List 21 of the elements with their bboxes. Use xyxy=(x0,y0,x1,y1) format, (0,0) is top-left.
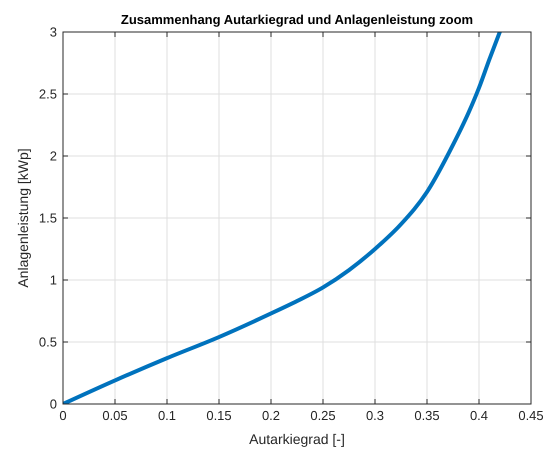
y-tick-label: 0.5 xyxy=(38,334,57,350)
chart-title: Zusammenhang Autarkiegrad und Anlagenleistung zoom xyxy=(120,12,474,27)
x-tick-label: 0.2 xyxy=(262,408,280,423)
x-tick-label: 0.25 xyxy=(310,408,336,423)
y-tick-label: 2.5 xyxy=(38,86,57,102)
x-tick-label: 0.3 xyxy=(366,408,384,423)
x-tick-label: 0.45 xyxy=(518,408,544,423)
y-axis-title: Anlagenleistung [kWp] xyxy=(15,148,31,288)
x-tick-label: 0.1 xyxy=(158,408,176,423)
x-axis-title: Autarkiegrad [-] xyxy=(249,431,345,447)
y-tick-label: 3 xyxy=(50,24,57,40)
x-tick-label: 0.05 xyxy=(102,408,128,423)
y-tick-label: 1 xyxy=(50,272,57,288)
x-tick-label: 0.4 xyxy=(470,408,488,423)
y-tick-label: 2 xyxy=(50,148,57,164)
y-tick-label: 1.5 xyxy=(38,210,57,226)
x-tick-label: 0.35 xyxy=(414,408,440,423)
y-tick-label: 0 xyxy=(50,396,57,412)
line-series xyxy=(63,32,502,404)
x-tick-label: 0 xyxy=(59,408,67,423)
x-tick-label: 0.15 xyxy=(206,408,232,423)
